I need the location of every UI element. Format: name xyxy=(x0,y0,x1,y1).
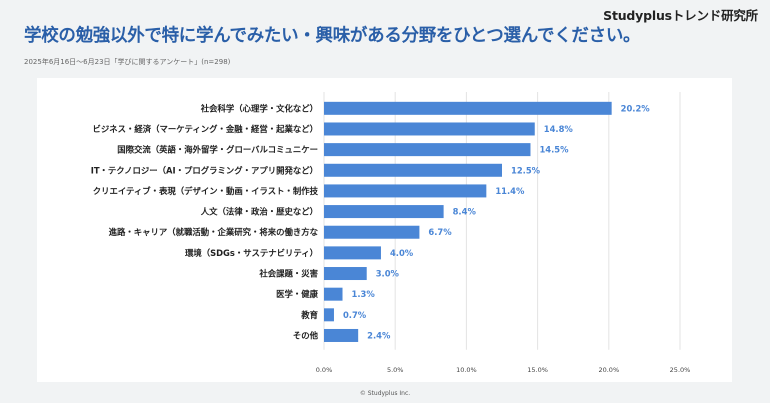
bar xyxy=(324,287,343,301)
x-tick-label: 0.0% xyxy=(316,366,333,374)
bar xyxy=(324,163,502,177)
x-tick-label: 20.0% xyxy=(598,366,619,374)
survey-subtitle: 2025年6月16日～6月23日「学びに関するアンケート」(n=298) xyxy=(24,58,231,66)
category-label: クリエイティブ・表現（デザイン・動画・イラスト・制作技 xyxy=(93,186,319,196)
value-label: 3.0% xyxy=(376,269,400,279)
bar xyxy=(324,328,359,342)
bar xyxy=(324,267,367,281)
x-tick-label: 10.0% xyxy=(456,366,477,374)
bar xyxy=(324,205,444,219)
value-label: 1.3% xyxy=(352,289,376,299)
bar xyxy=(324,225,420,239)
copyright-footer: © Studyplus Inc. xyxy=(359,390,411,397)
chart-panel: 0.0% 5.0% 10.0% 15.0% 20.0% 25.0% 社会科学（心理学・文化な… xyxy=(37,78,732,382)
value-label: 8.4% xyxy=(453,207,477,217)
bar xyxy=(324,143,531,157)
category-label: IT・テクノロジー（AI・プログラミング・アプリ開発など） xyxy=(91,165,318,175)
category-label: 医学・健康 xyxy=(276,289,318,299)
category-label: 人文（法律・政治・歴史など） xyxy=(201,207,318,217)
value-label: 12.5% xyxy=(511,165,541,175)
value-label: 11.4% xyxy=(495,186,525,196)
value-label: 2.4% xyxy=(367,330,391,340)
bar xyxy=(324,101,612,115)
category-label: 環境（SDGs・サステナビリティ） xyxy=(185,248,318,258)
category-label: 進路・キャリア（就職活動・企業研究・将来の働き方な xyxy=(109,227,319,237)
bar xyxy=(324,246,381,260)
value-label: 20.2% xyxy=(621,103,651,113)
brand-name: Studyplusトレンド研究所 xyxy=(603,8,758,23)
x-tick-label: 15.0% xyxy=(527,366,548,374)
category-label: 社会課題・災害 xyxy=(258,269,318,279)
x-tick-label: 5.0% xyxy=(387,366,404,374)
bar xyxy=(324,122,535,136)
category-label: 教育 xyxy=(300,310,318,320)
bar xyxy=(324,308,334,322)
value-label: 4.0% xyxy=(390,248,414,258)
category-label: 国際交流（英語・海外留学・グローバルコミュニケー xyxy=(117,145,318,155)
page-title: 学校の勉強以外で特に学んでみたい・興味がある分野をひとつ選んでください。 xyxy=(24,26,641,46)
bar-chart: 0.0% 5.0% 10.0% 15.0% 20.0% 25.0% 社会科学（心理学・文化な… xyxy=(91,92,691,374)
category-label: ビジネス・経済（マーケティング・金融・経営・起業など） xyxy=(93,124,318,134)
value-label: 0.7% xyxy=(343,310,367,320)
value-label: 14.5% xyxy=(539,145,569,155)
bar xyxy=(324,184,487,198)
x-tick-label: 25.0% xyxy=(670,366,691,374)
category-label: その他 xyxy=(293,330,319,340)
value-label: 14.8% xyxy=(544,124,574,134)
category-label: 社会科学（心理学・文化など） xyxy=(200,103,318,113)
value-label: 6.7% xyxy=(428,227,452,237)
